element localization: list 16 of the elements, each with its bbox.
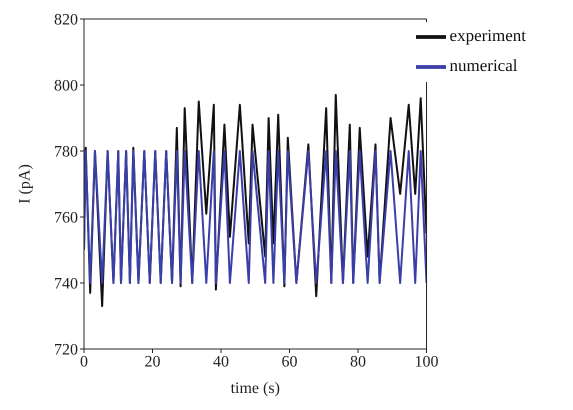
- x-tick-label: 20: [144, 353, 161, 370]
- x-tick-label: 40: [213, 353, 230, 370]
- x-axis-title: time (s): [230, 380, 280, 397]
- x-tick-label: 100: [414, 353, 439, 370]
- y-tick-label: 820: [54, 12, 78, 29]
- y-axis-title: I (pA): [16, 164, 34, 204]
- y-tick-label: 780: [54, 144, 78, 161]
- legend-label: experiment: [450, 26, 526, 45]
- y-tick-label: 720: [54, 342, 78, 359]
- x-tick-label: 0: [80, 353, 88, 370]
- y-tick-label: 760: [54, 210, 78, 227]
- x-tick-label: 60: [282, 353, 298, 370]
- legend-label: numerical: [450, 56, 518, 75]
- y-tick-label: 740: [54, 276, 78, 293]
- x-tick-label: 80: [350, 353, 366, 370]
- y-tick-label: 800: [54, 78, 78, 95]
